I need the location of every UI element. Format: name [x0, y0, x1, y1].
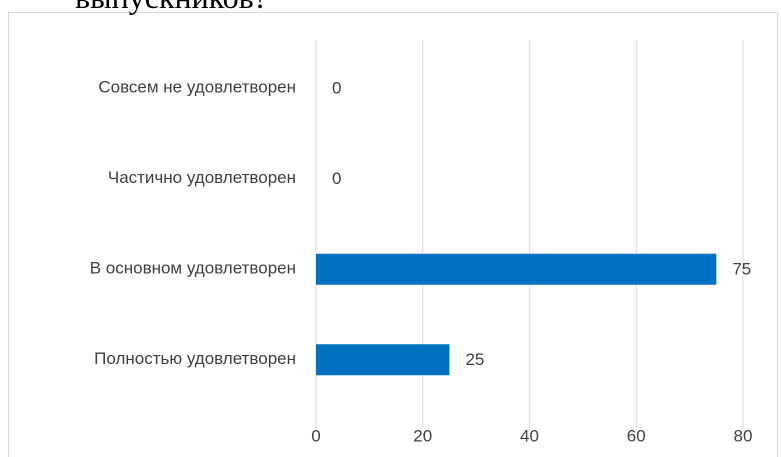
data-label: 25	[465, 350, 484, 369]
y-tick-label: В основном удовлетворен	[90, 259, 296, 278]
chart-frame	[8, 12, 778, 457]
x-tick-label: 80	[734, 426, 753, 445]
bar	[316, 253, 717, 285]
x-tick-label: 40	[520, 426, 539, 445]
y-tick-label: Совсем не удовлетворен	[98, 78, 296, 97]
data-label: 0	[332, 79, 341, 98]
x-tick-label: 0	[311, 426, 320, 445]
x-tick-label: 60	[627, 426, 646, 445]
y-tick-label: Частично удовлетворен	[108, 168, 296, 187]
y-tick-label: Полностью удовлетворен	[94, 349, 296, 368]
data-label: 75	[732, 260, 751, 279]
data-label: 0	[332, 169, 341, 188]
chart-title: выпускников?	[75, 0, 268, 15]
bar	[316, 344, 450, 376]
x-tick-label: 20	[413, 426, 432, 445]
